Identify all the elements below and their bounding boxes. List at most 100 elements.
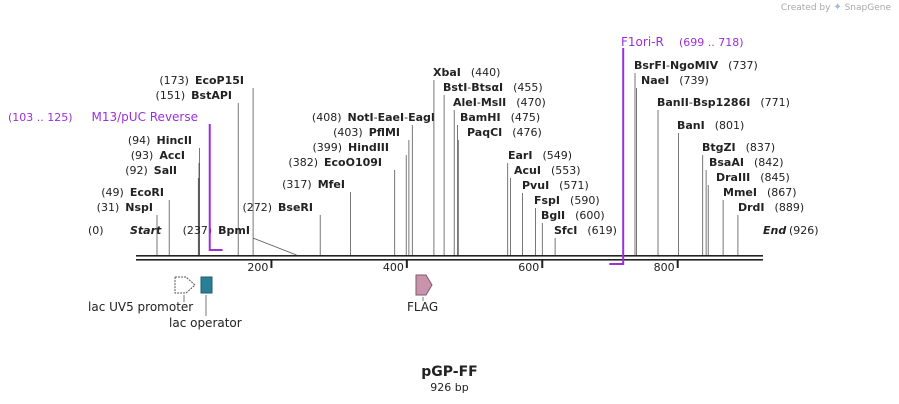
cut-position: (889) [775, 201, 805, 214]
primer-range: (103 .. 125) [8, 111, 73, 124]
credit-brand: SnapGene [844, 3, 891, 13]
cut-position: (553) [551, 164, 581, 177]
snapgene-logo-icon: ✦ [833, 2, 842, 13]
enzyme-name: BpmI [218, 224, 250, 237]
enzyme-name: MslI [481, 96, 506, 109]
primer-name: M13/pUC Reverse [92, 110, 199, 124]
enzyme-name: BamHI [460, 111, 501, 124]
enzyme-name: NotI [348, 111, 374, 124]
enzyme-separator: - [666, 59, 670, 72]
ruler-tick-label: 800 [654, 261, 675, 274]
enzyme-name: FspI [534, 194, 560, 207]
ruler-tick-label: 400 [383, 261, 404, 274]
cut-position: (408) [312, 111, 342, 124]
snapgene-credit: Created by ✦ SnapGene [781, 2, 891, 13]
enzyme-separator: - [477, 96, 481, 109]
enzyme-name: BstI [443, 81, 467, 94]
enzyme-name: HincII [156, 134, 192, 147]
cut-position: (590) [570, 194, 600, 207]
cut-position: (440) [471, 66, 501, 79]
enzyme-name: NspI [125, 201, 153, 214]
enzyme-name: AleI [453, 96, 477, 109]
cut-position: (549) [542, 149, 572, 162]
backbone-bottom-strand [136, 259, 763, 261]
primer-name: F1ori-R [621, 35, 664, 49]
ruler-tick [270, 260, 273, 268]
primer-m13-puc-reverse-arrow[interactable] [208, 124, 223, 251]
enzyme-name: BsaAI [709, 156, 744, 169]
flag-tag-arrow[interactable] [415, 274, 433, 296]
cut-position: (31) [97, 201, 120, 214]
enzyme-name: EcoRI [130, 186, 164, 199]
enzyme-name: SfcI [554, 224, 577, 237]
enzyme-name: EcoP15I [195, 74, 244, 87]
cut-position: (403) [333, 126, 363, 139]
enzyme-name: PflMI [369, 126, 400, 139]
cut-position: (49) [101, 186, 124, 199]
enzyme-name: EaeI [378, 111, 405, 124]
enzyme-name: BtsαI [471, 81, 503, 94]
start-label: Start [130, 224, 162, 237]
cut-position: (173) [159, 74, 189, 87]
enzyme-name: DrdI [738, 201, 765, 214]
cut-position: (399) [312, 141, 342, 154]
cut-position: (237) [183, 224, 213, 237]
feature-label: lac operator [169, 316, 242, 330]
cut-position: (455) [513, 81, 543, 94]
primer-f1ori-r-arrow[interactable] [609, 48, 625, 265]
enzyme-name: BanI [677, 119, 705, 132]
cut-position: (94) [128, 134, 151, 147]
lac-operator-box[interactable] [200, 276, 213, 294]
cut-position: (771) [760, 96, 790, 109]
enzyme-name: AccI [159, 149, 185, 162]
enzyme-name: BstAPI [191, 89, 232, 102]
cut-position: (845) [760, 171, 790, 184]
enzyme-name: SalI [154, 164, 177, 177]
cut-position: (470) [516, 96, 546, 109]
cut-position: (151) [156, 89, 186, 102]
cut-position: (382) [288, 156, 318, 169]
feature-label: FLAG [407, 300, 438, 314]
cut-position: (739) [679, 74, 709, 87]
enzyme-separator: - [404, 111, 408, 124]
backbone-top-strand [136, 255, 763, 257]
ruler-tick [676, 260, 679, 268]
enzyme-name: XbaI [433, 66, 461, 79]
enzyme-name: DraIII [716, 171, 750, 184]
cut-position: (475) [511, 111, 541, 124]
enzyme-name: Bsp1286I [693, 96, 751, 109]
cut-position: (837) [746, 141, 776, 154]
end-label: End [763, 224, 786, 237]
enzyme-separator: - [374, 111, 378, 124]
enzyme-name: BglI [541, 209, 565, 222]
cut-position: (571) [559, 179, 589, 192]
ruler-tick-label: 600 [518, 261, 539, 274]
enzyme-name: HindIII [348, 141, 389, 154]
enzyme-name: MfeI [318, 178, 345, 191]
enzyme-separator: - [689, 96, 693, 109]
cut-position: (93) [131, 149, 154, 162]
enzyme-name: BsrFI [634, 59, 666, 72]
enzyme-name: EagI [408, 111, 435, 124]
feature-label: lac UV5 promoter [88, 300, 193, 314]
enzyme-name: NgoMIV [670, 59, 719, 72]
enzyme-name: PvuI [522, 179, 549, 192]
enzyme-name: AcuI [514, 164, 541, 177]
enzyme-name: MmeI [723, 186, 757, 199]
enzyme-name: BanII [657, 96, 689, 109]
enzyme-separator: - [467, 81, 471, 94]
cut-position: (272) [242, 201, 272, 214]
cut-position: (801) [715, 119, 745, 132]
site-connector [252, 237, 297, 256]
cut-position: (476) [512, 126, 542, 139]
cut-position: (842) [754, 156, 784, 169]
cut-position: (619) [587, 224, 617, 237]
enzyme-name: EcoO109I [324, 156, 382, 169]
primer-range: (699 .. 718) [679, 36, 744, 49]
enzyme-name: NaeI [641, 74, 669, 87]
credit-text: Created by [780, 3, 831, 13]
lac-uv5-promoter-arrow[interactable] [174, 276, 196, 294]
end-position: (926) [789, 224, 819, 237]
enzyme-name: PaqCI [467, 126, 502, 139]
